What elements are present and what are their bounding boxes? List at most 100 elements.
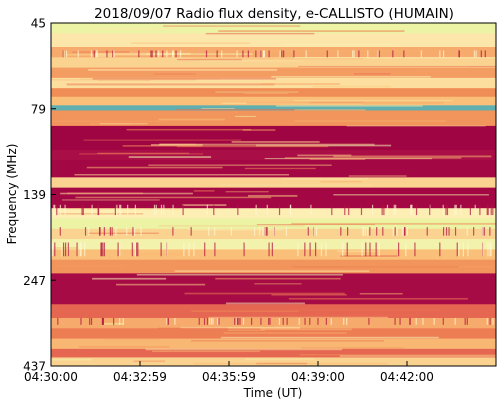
texture-streak <box>218 30 405 33</box>
texture-flicker <box>268 242 270 257</box>
texture-flicker <box>132 227 134 236</box>
texture-flicker <box>203 317 206 325</box>
texture-flicker <box>439 50 441 58</box>
y-axis-label: Frequency (MHz) <box>5 144 19 245</box>
texture-streak <box>228 329 266 331</box>
texture-flicker <box>386 204 389 216</box>
texture-streak <box>294 120 446 122</box>
texture-flicker <box>278 204 281 216</box>
texture-streak <box>291 266 459 268</box>
texture-streak <box>312 85 392 88</box>
texture-streak <box>174 270 370 272</box>
texture-flicker <box>190 227 192 236</box>
texture-flicker <box>117 242 119 257</box>
texture-flicker <box>398 242 400 257</box>
texture-flicker <box>236 317 238 325</box>
texture-flicker <box>415 204 418 216</box>
texture-flicker <box>234 317 236 325</box>
texture-flicker <box>247 50 249 58</box>
texture-streak <box>74 174 290 176</box>
texture-streak <box>134 242 227 244</box>
texture-flicker <box>353 50 355 58</box>
texture-flicker <box>114 204 116 216</box>
texture-flicker <box>209 317 211 325</box>
texture-flicker <box>455 204 457 216</box>
texture-flicker <box>64 242 67 257</box>
texture-flicker <box>433 317 435 325</box>
band-6 <box>51 88 496 98</box>
texture-flicker <box>120 204 122 216</box>
texture-flicker <box>489 317 491 325</box>
texture-streak <box>97 80 151 82</box>
texture-flicker <box>179 50 182 58</box>
texture-streak <box>283 309 442 312</box>
texture-flicker <box>410 204 412 216</box>
texture-flicker <box>266 227 268 236</box>
texture-flicker <box>484 50 486 58</box>
texture-flicker <box>89 317 91 325</box>
texture-flicker <box>260 317 262 325</box>
texture-flicker <box>175 50 177 58</box>
band-19 <box>51 249 496 261</box>
texture-flicker <box>279 50 281 58</box>
texture-flicker <box>282 317 284 325</box>
texture-flicker <box>446 204 449 216</box>
texture-flicker <box>160 242 162 257</box>
texture-streak <box>235 115 256 117</box>
texture-streak <box>146 53 253 55</box>
texture-flicker <box>166 317 168 325</box>
texture-streak <box>223 332 347 334</box>
texture-flicker <box>182 204 184 216</box>
chart-title: 2018/09/07 Radio flux density, e-CALLIST… <box>94 6 454 22</box>
texture-streak <box>83 139 242 141</box>
texture-flicker <box>206 204 208 216</box>
texture-flicker <box>383 204 385 216</box>
texture-streak <box>244 167 316 170</box>
y-tick-label: 247 <box>23 274 46 288</box>
texture-streak <box>153 73 197 75</box>
texture-flicker <box>155 204 157 216</box>
texture-flicker <box>486 317 488 325</box>
texture-flicker <box>51 242 54 257</box>
texture-streak <box>51 79 197 81</box>
texture-flicker <box>82 204 84 216</box>
texture-flicker <box>212 317 214 325</box>
texture-flicker <box>62 50 64 58</box>
texture-flicker <box>325 317 327 325</box>
band-2 <box>51 47 496 58</box>
texture-streak <box>297 154 352 157</box>
texture-flicker <box>97 204 100 216</box>
texture-flicker <box>59 227 61 236</box>
texture-flicker <box>53 204 55 216</box>
x-tick-label: 04:32:59 <box>113 370 167 384</box>
texture-flicker <box>381 204 383 216</box>
texture-flicker <box>364 227 367 236</box>
texture-streak <box>359 293 403 295</box>
texture-flicker <box>96 50 98 58</box>
texture-flicker <box>466 317 468 325</box>
texture-flicker <box>348 204 350 216</box>
texture-flicker <box>273 227 275 236</box>
texture-flicker <box>243 242 245 257</box>
texture-flicker <box>401 227 403 236</box>
texture-flicker <box>54 204 56 216</box>
texture-flicker <box>79 242 81 257</box>
texture-flicker <box>183 242 185 257</box>
band-9 <box>51 110 496 127</box>
texture-flicker <box>262 227 264 236</box>
texture-flicker <box>310 204 312 216</box>
texture-flicker <box>263 50 265 58</box>
texture-flicker <box>127 204 129 216</box>
texture-flicker <box>481 227 483 236</box>
texture-streak <box>92 77 276 80</box>
texture-flicker <box>396 227 398 236</box>
texture-flicker <box>375 242 377 257</box>
band-4 <box>51 67 496 79</box>
texture-streak <box>163 25 301 27</box>
texture-flicker <box>237 204 239 216</box>
texture-flicker <box>80 317 82 325</box>
texture-streak <box>277 66 469 68</box>
texture-flicker <box>426 227 428 236</box>
texture-streak <box>333 155 492 158</box>
